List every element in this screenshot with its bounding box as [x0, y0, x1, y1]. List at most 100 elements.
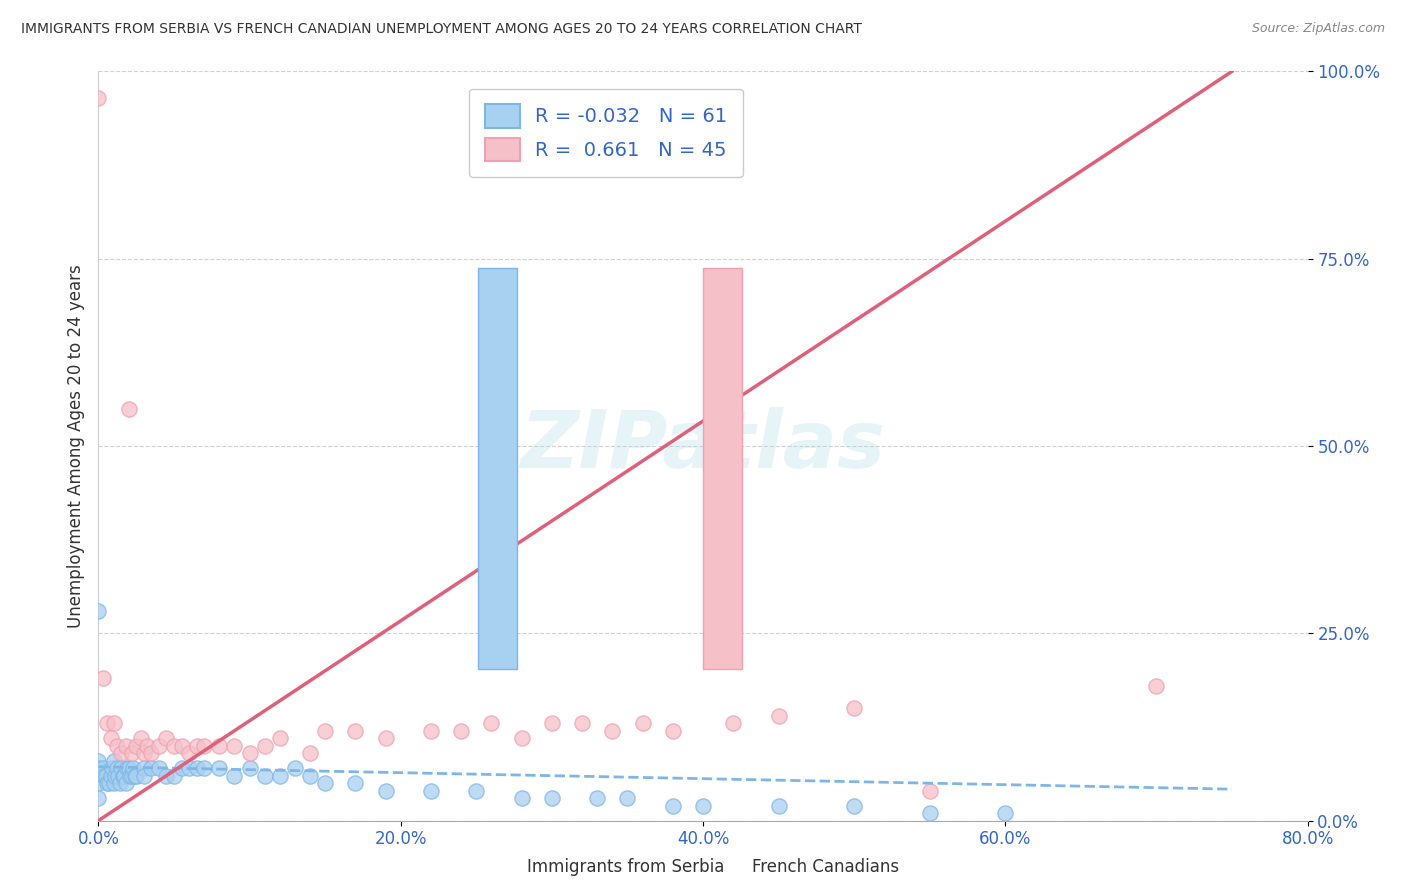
Point [91, 671, 114, 685]
Point [661, 798, 683, 813]
Point [103, 754, 125, 768]
Point [124, 769, 146, 783]
Point [224, 769, 246, 783]
Point [132, 769, 155, 783]
Point [450, 723, 472, 738]
Point [692, 798, 714, 813]
Point [155, 769, 177, 783]
Point [420, 783, 443, 797]
Point [118, 761, 141, 775]
Point [481, 716, 503, 731]
Point [616, 791, 638, 805]
Point [465, 783, 488, 797]
Point [179, 746, 201, 760]
Point [239, 761, 262, 775]
Point [141, 761, 163, 775]
Point [179, 761, 201, 775]
Point [87, 761, 110, 775]
Point [723, 716, 745, 731]
Point [193, 739, 215, 753]
Point [114, 776, 136, 790]
Point [420, 723, 443, 738]
Point [510, 731, 533, 746]
Point [91, 761, 114, 775]
Point [148, 739, 170, 753]
Point [571, 716, 593, 731]
Point [155, 731, 177, 746]
Point [284, 761, 307, 775]
Point [87, 604, 110, 618]
Point [918, 783, 941, 797]
Point [299, 746, 322, 760]
Point [269, 769, 291, 783]
Legend: R = -0.032   N = 61, R =  0.661   N = 45: R = -0.032 N = 61, R = 0.661 N = 45 [470, 88, 744, 177]
Point [631, 716, 654, 731]
Point [208, 739, 231, 753]
Point [768, 798, 790, 813]
Point [314, 776, 336, 790]
Point [132, 746, 155, 760]
Text: IMMIGRANTS FROM SERBIA VS FRENCH CANADIAN UNEMPLOYMENT AMONG AGES 20 TO 24 YEARS: IMMIGRANTS FROM SERBIA VS FRENCH CANADIA… [21, 22, 862, 37]
Point [100, 769, 122, 783]
Point [96, 716, 118, 731]
Point [208, 761, 231, 775]
Point [661, 723, 683, 738]
Point [108, 776, 131, 790]
Y-axis label: Unemployment Among Ages 20 to 24 years: Unemployment Among Ages 20 to 24 years [66, 264, 84, 628]
Point [299, 769, 322, 783]
Point [269, 731, 291, 746]
Point [314, 723, 336, 738]
Point [103, 776, 125, 790]
Point [540, 791, 562, 805]
Point [87, 90, 110, 104]
Point [148, 761, 170, 775]
Point [170, 761, 193, 775]
Point [87, 754, 110, 768]
Point [121, 746, 143, 760]
Point [87, 791, 110, 805]
Point [107, 769, 129, 783]
Point [105, 739, 128, 753]
Point [239, 746, 262, 760]
Point [105, 761, 128, 775]
Point [186, 761, 208, 775]
Point [994, 806, 1017, 821]
Point [96, 776, 118, 790]
Point [768, 708, 790, 723]
Point [586, 791, 609, 805]
Point [170, 739, 193, 753]
Point [111, 769, 134, 783]
Text: Immigrants from Serbia: Immigrants from Serbia [527, 858, 724, 876]
Point [918, 806, 941, 821]
Point [193, 761, 215, 775]
Point [112, 769, 135, 783]
Point [1144, 679, 1167, 693]
Point [129, 731, 152, 746]
Point [87, 776, 110, 790]
Point [344, 776, 367, 790]
Point [103, 716, 125, 731]
Point [132, 761, 155, 775]
Point [94, 769, 117, 783]
Point [163, 739, 186, 753]
Point [344, 723, 367, 738]
Point [602, 723, 624, 738]
Point [224, 739, 246, 753]
Point [100, 731, 122, 746]
Point [844, 798, 866, 813]
Point [101, 761, 124, 775]
Point [98, 776, 121, 790]
Point [374, 731, 396, 746]
Point [120, 769, 142, 783]
Point [135, 739, 157, 753]
Point [510, 791, 533, 805]
Point [93, 769, 115, 783]
Point [141, 746, 163, 760]
Point [844, 701, 866, 715]
Point [253, 769, 276, 783]
Point [186, 739, 208, 753]
Point [540, 716, 562, 731]
Point [125, 769, 148, 783]
Point [163, 769, 186, 783]
Point [125, 739, 148, 753]
